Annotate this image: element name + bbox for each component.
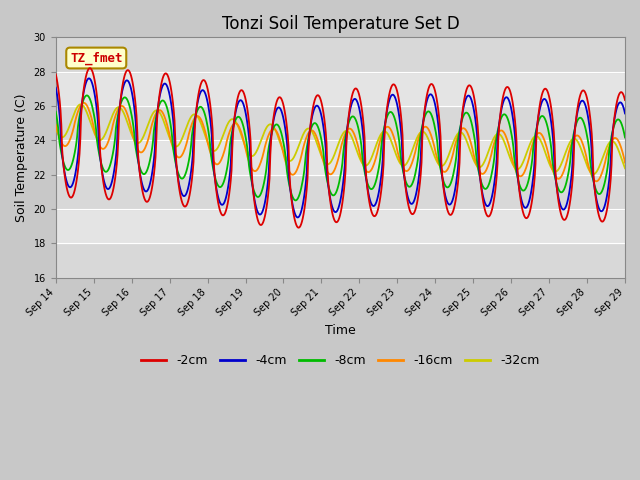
-4cm (621, 110, 629, 116)
-2cm (62, 181, 70, 187)
-32cm (411, 142, 419, 147)
Line: -16cm: -16cm (56, 103, 625, 181)
-2cm (295, 225, 303, 230)
Line: -4cm: -4cm (56, 78, 625, 217)
-16cm (411, 152, 419, 158)
-16cm (62, 143, 70, 149)
-8cm (62, 166, 70, 171)
-32cm (52, 126, 60, 132)
Bar (56, 209, 625, 243)
-16cm (427, 132, 435, 138)
Line: -32cm: -32cm (56, 104, 625, 174)
-2cm (428, 81, 436, 87)
-4cm (209, 161, 217, 167)
-2cm (621, 97, 629, 103)
-16cm (179, 150, 187, 156)
-16cm (593, 179, 600, 184)
Y-axis label: Soil Temperature (C): Soil Temperature (C) (15, 93, 28, 222)
-4cm (294, 215, 302, 220)
-4cm (122, 79, 129, 84)
-32cm (621, 166, 629, 171)
-8cm (83, 93, 90, 98)
-8cm (428, 113, 436, 119)
-16cm (52, 122, 60, 128)
Line: -8cm: -8cm (56, 96, 625, 201)
Legend: -2cm, -4cm, -8cm, -16cm, -32cm: -2cm, -4cm, -8cm, -16cm, -32cm (136, 349, 545, 372)
-4cm (85, 75, 93, 81)
-8cm (52, 109, 60, 115)
Line: -2cm: -2cm (56, 68, 625, 228)
-16cm (209, 158, 217, 164)
-2cm (412, 207, 419, 213)
-32cm (427, 144, 435, 149)
-8cm (292, 198, 300, 204)
-2cm (52, 72, 60, 77)
Bar (56, 140, 625, 175)
-8cm (209, 167, 217, 172)
-4cm (179, 193, 187, 199)
-16cm (621, 160, 629, 166)
-8cm (122, 95, 129, 100)
-8cm (412, 171, 419, 177)
-4cm (62, 177, 70, 182)
-32cm (209, 148, 217, 154)
-32cm (62, 131, 70, 137)
-2cm (179, 202, 187, 208)
Bar (56, 175, 625, 209)
Text: TZ_fmet: TZ_fmet (70, 51, 122, 65)
Bar (56, 72, 625, 106)
-4cm (428, 92, 436, 98)
Title: Tonzi Soil Temperature Set D: Tonzi Soil Temperature Set D (221, 15, 460, 33)
-4cm (412, 194, 419, 200)
-32cm (77, 101, 85, 107)
-32cm (122, 114, 129, 120)
-8cm (179, 175, 187, 181)
-2cm (122, 70, 129, 76)
-4cm (52, 85, 60, 91)
-16cm (122, 107, 129, 113)
Bar (56, 106, 625, 140)
X-axis label: Time: Time (325, 324, 356, 337)
-32cm (179, 133, 187, 139)
-32cm (589, 171, 597, 177)
-2cm (86, 65, 93, 71)
-2cm (209, 149, 217, 155)
Bar (56, 37, 625, 72)
-8cm (621, 134, 629, 140)
Bar (56, 243, 625, 277)
-16cm (79, 100, 87, 106)
